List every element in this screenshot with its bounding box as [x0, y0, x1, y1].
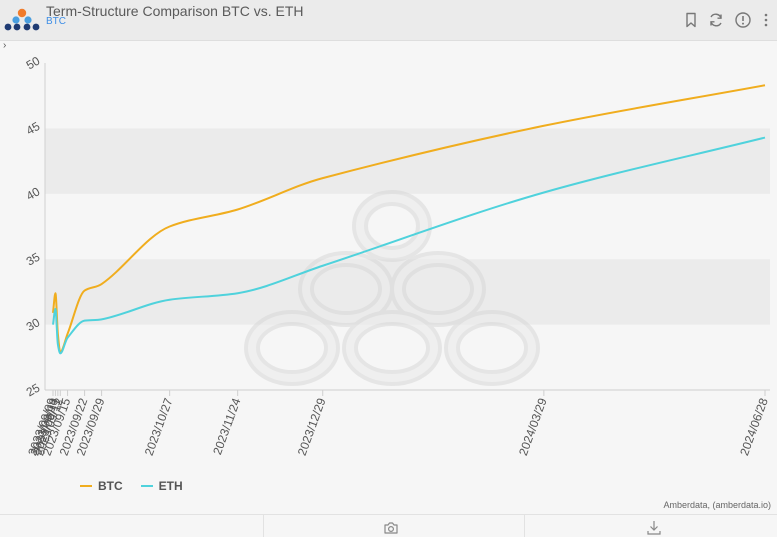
y-tick-label: 25: [24, 380, 43, 399]
amberdata-watermark-icon: [244, 190, 540, 386]
x-tick-label: 2023/12/29: [295, 396, 329, 458]
legend-label-eth: ETH: [158, 479, 183, 493]
x-tick-label: 2024/03/29: [516, 396, 550, 458]
expand-chevron-icon[interactable]: ›: [3, 40, 7, 51]
footer-divider: [524, 515, 525, 537]
y-tick-label: 40: [24, 184, 43, 203]
y-tick-label: 50: [24, 53, 43, 72]
chart-series: [52, 84, 766, 355]
x-tick-label: 2023/10/27: [142, 396, 176, 458]
chart-legend: BTC ETH: [80, 478, 183, 494]
bookmark-icon[interactable]: [682, 11, 700, 29]
more-vertical-icon[interactable]: [761, 11, 771, 29]
legend-swatch-btc: [80, 485, 92, 487]
series-line-eth: [52, 136, 766, 355]
y-tick-label: 35: [24, 250, 43, 269]
legend-item-btc[interactable]: BTC: [80, 479, 123, 493]
amberdata-logo-icon: [4, 8, 40, 31]
grid-band: [45, 63, 770, 129]
grid-bands: [45, 63, 770, 390]
y-tick-label: 30: [24, 315, 43, 334]
footer-divider: [263, 515, 264, 537]
watermark-ring: [394, 255, 482, 323]
chart-title: Term-Structure Comparison BTC vs. ETH: [46, 3, 304, 19]
x-tick-label: 2024/06/28: [737, 396, 771, 458]
grid-band: [45, 128, 770, 194]
chart-credits[interactable]: Amberdata, (amberdata.io): [663, 500, 771, 510]
x-tick-label: 2023/11/24: [210, 396, 244, 457]
watermark-ring: [346, 314, 438, 382]
chart-subtitle: BTC: [46, 16, 66, 27]
info-icon[interactable]: [734, 11, 752, 29]
legend-swatch-eth: [140, 485, 153, 487]
term-structure-chart: 2530354045502023/09/092023/09/102023/09/…: [24, 53, 771, 458]
watermark-ring: [448, 314, 536, 382]
legend-item-eth[interactable]: ETH: [140, 479, 183, 493]
watermark-ring: [248, 314, 336, 382]
camera-icon[interactable]: [383, 520, 399, 536]
chart-footer: [0, 514, 777, 537]
legend-label-btc: BTC: [98, 479, 123, 493]
refresh-icon[interactable]: [707, 11, 725, 29]
watermark-ring: [356, 194, 428, 258]
chart-header: Term-Structure Comparison BTC vs. ETH BT…: [0, 0, 777, 41]
y-tick-label: 45: [24, 119, 43, 138]
download-icon[interactable]: [646, 520, 662, 536]
